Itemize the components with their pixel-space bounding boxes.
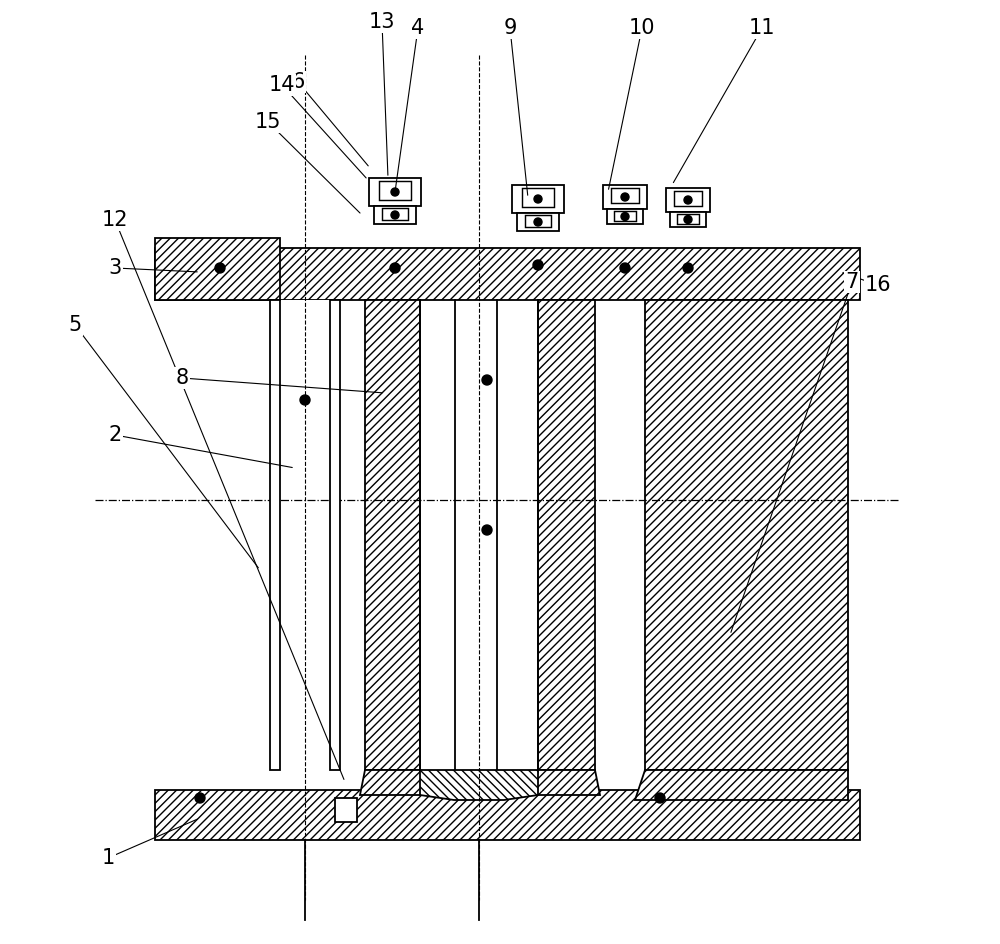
Polygon shape <box>533 770 600 795</box>
Polygon shape <box>360 770 425 795</box>
Circle shape <box>683 263 693 273</box>
Text: 1: 1 <box>101 848 115 868</box>
Text: 12: 12 <box>102 210 128 230</box>
Bar <box>512 185 564 213</box>
Bar <box>603 185 647 209</box>
Bar <box>155 238 280 300</box>
Bar <box>365 300 420 770</box>
Circle shape <box>684 196 692 204</box>
Text: 7: 7 <box>845 272 859 292</box>
Text: 16: 16 <box>865 275 891 295</box>
Circle shape <box>655 793 665 803</box>
Text: 10: 10 <box>629 18 655 38</box>
Text: 13: 13 <box>369 12 395 32</box>
Text: 4: 4 <box>411 18 425 38</box>
Polygon shape <box>635 770 848 800</box>
Text: 8: 8 <box>175 368 189 388</box>
Circle shape <box>482 525 492 535</box>
Bar <box>614 211 636 221</box>
Bar <box>677 214 699 224</box>
Circle shape <box>621 193 629 201</box>
Polygon shape <box>420 770 538 800</box>
Text: 2: 2 <box>108 425 122 445</box>
Text: 5: 5 <box>68 315 82 335</box>
Bar <box>674 191 702 206</box>
Bar <box>538 300 595 770</box>
Bar <box>280 300 330 770</box>
Bar <box>611 188 639 203</box>
Text: 9: 9 <box>503 18 517 38</box>
Circle shape <box>621 212 629 221</box>
Bar <box>522 188 554 207</box>
Bar <box>645 300 848 770</box>
Circle shape <box>195 793 205 803</box>
Bar <box>155 248 860 300</box>
Text: 11: 11 <box>749 18 775 38</box>
Circle shape <box>391 188 399 196</box>
Text: 14: 14 <box>269 75 295 95</box>
Circle shape <box>534 195 542 203</box>
Bar <box>670 212 706 227</box>
Bar <box>369 178 421 206</box>
Circle shape <box>534 218 542 226</box>
Bar <box>330 300 340 770</box>
Bar <box>335 798 357 822</box>
Bar <box>517 213 559 231</box>
Circle shape <box>390 263 400 273</box>
Bar <box>666 188 710 212</box>
Bar <box>382 208 408 220</box>
Bar <box>270 300 280 770</box>
Circle shape <box>533 260 543 270</box>
Bar <box>525 215 551 227</box>
Bar <box>155 790 860 840</box>
Bar <box>607 209 643 224</box>
Text: 3: 3 <box>108 258 122 278</box>
Text: 6: 6 <box>291 72 305 92</box>
Circle shape <box>300 395 310 405</box>
Circle shape <box>620 263 630 273</box>
Circle shape <box>391 211 399 219</box>
Circle shape <box>684 215 692 224</box>
Circle shape <box>215 263 225 273</box>
Circle shape <box>482 375 492 385</box>
Text: 15: 15 <box>255 112 281 132</box>
Bar <box>374 206 416 224</box>
Bar <box>379 181 411 200</box>
